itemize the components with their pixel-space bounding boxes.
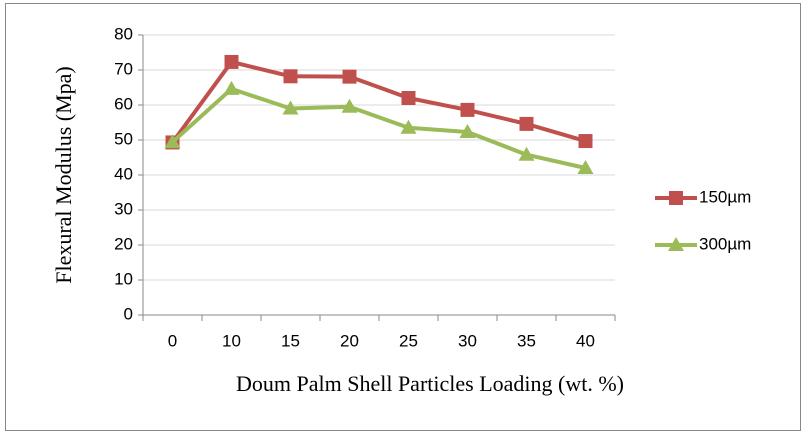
marker bbox=[164, 134, 181, 149]
legend-label: 300µm bbox=[699, 234, 751, 253]
y-tick-label: 20 bbox=[114, 234, 133, 253]
chart-border bbox=[5, 3, 801, 431]
x-axis-title: Doum Palm Shell Particles Loading (wt. %… bbox=[236, 371, 624, 396]
marker bbox=[400, 119, 417, 134]
legend-label: 150µm bbox=[699, 187, 751, 206]
x-tick-label: 0 bbox=[168, 331, 177, 350]
x-tick-label: 35 bbox=[517, 331, 536, 350]
y-tick-label: 50 bbox=[114, 129, 133, 148]
marker bbox=[668, 237, 684, 251]
marker bbox=[578, 134, 593, 149]
y-tick-label: 30 bbox=[114, 199, 133, 218]
y-tick-label: 10 bbox=[114, 269, 133, 288]
marker bbox=[669, 191, 683, 205]
marker bbox=[223, 80, 240, 95]
marker bbox=[342, 69, 357, 84]
marker bbox=[460, 102, 475, 117]
y-tick-label: 60 bbox=[114, 94, 133, 113]
y-tick-label: 40 bbox=[114, 164, 133, 183]
series-line bbox=[170, 59, 587, 144]
x-tick-label: 25 bbox=[399, 331, 418, 350]
marker bbox=[224, 54, 239, 69]
y-tick-label: 0 bbox=[124, 304, 133, 323]
marker bbox=[283, 69, 298, 84]
marker bbox=[577, 160, 594, 174]
y-axis-title: Flexural Modulus (Mpa) bbox=[51, 66, 76, 284]
x-tick-label: 30 bbox=[458, 331, 477, 350]
marker bbox=[341, 98, 358, 113]
x-tick-label: 10 bbox=[222, 331, 241, 350]
x-tick-label: 15 bbox=[281, 331, 300, 350]
marker bbox=[401, 91, 416, 105]
marker bbox=[459, 123, 476, 138]
series-line bbox=[171, 86, 586, 170]
y-tick-label: 80 bbox=[114, 24, 133, 43]
x-tick-label: 40 bbox=[576, 331, 595, 350]
y-tick-label: 70 bbox=[114, 59, 133, 78]
marker bbox=[519, 116, 534, 131]
x-tick-label: 20 bbox=[340, 331, 359, 350]
marker bbox=[518, 146, 535, 161]
marker bbox=[282, 100, 299, 115]
